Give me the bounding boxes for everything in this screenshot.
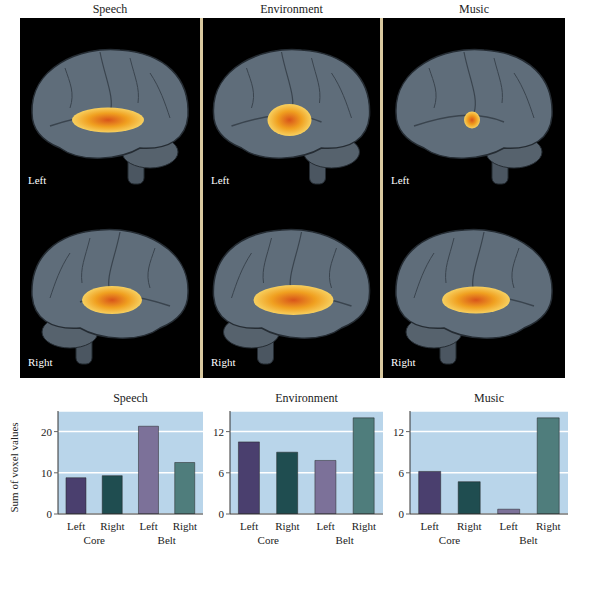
svg-text:0: 0 [399,508,405,520]
svg-text:12: 12 [213,426,224,438]
svg-text:Music: Music [459,2,489,16]
html-text:Core: Core [257,534,279,546]
svg-text:12: 12 [393,426,404,438]
html-text:Belt: Belt [335,534,354,546]
svg-text:Environment: Environment [260,2,323,16]
svg-text:Left: Left [67,520,85,532]
svg-text:0: 0 [47,508,53,520]
svg-text:Left: Left [240,520,258,532]
svg-text:Right: Right [391,356,415,368]
svg-text:6: 6 [219,467,225,479]
svg-text:Left: Left [421,520,439,532]
svg-text:6: 6 [399,467,405,479]
html-text:Speech: Speech [113,391,148,405]
svg-text:Right: Right [275,520,299,532]
svg-text:Right: Right [536,520,560,532]
html-text:Core: Core [83,534,105,546]
svg-text:Right: Right [352,520,376,532]
svg-text:Sum of voxel values: Sum of voxel values [8,422,20,512]
html-text:Belt: Belt [519,534,538,546]
svg-text:Right: Right [173,520,197,532]
html-text:Core: Core [438,534,461,546]
svg-text:Right: Right [100,520,124,532]
svg-text:Left: Left [211,174,229,186]
svg-text:Left: Left [500,520,518,532]
svg-text:Right: Right [211,356,235,368]
svg-text:20: 20 [41,426,53,438]
svg-text:10: 10 [41,467,53,479]
svg-text:Left: Left [28,174,46,186]
svg-text:Left: Left [316,520,334,532]
svg-text:0: 0 [219,508,225,520]
svg-text:Speech: Speech [93,2,128,16]
svg-text:Right: Right [457,520,481,532]
html-text:Environment: Environment [275,391,338,405]
html-text:Music: Music [474,391,504,405]
svg-text:Right: Right [28,356,52,368]
svg-text:Left: Left [139,520,157,532]
svg-text:Left: Left [391,174,409,186]
html-text:Belt: Belt [157,534,176,546]
